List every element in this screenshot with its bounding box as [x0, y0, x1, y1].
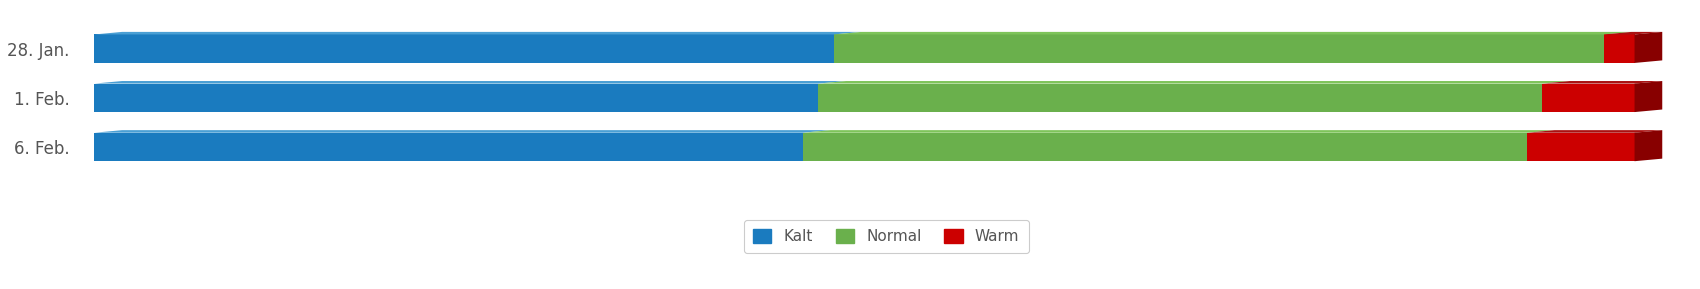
Polygon shape	[1603, 32, 1663, 34]
Polygon shape	[1634, 32, 1663, 63]
Polygon shape	[818, 81, 1569, 84]
Bar	[95, 84, 818, 112]
Polygon shape	[95, 81, 847, 84]
Bar	[95, 133, 802, 161]
Polygon shape	[95, 32, 862, 34]
Polygon shape	[1634, 130, 1663, 161]
Polygon shape	[1634, 81, 1663, 112]
Polygon shape	[1527, 130, 1663, 133]
Polygon shape	[833, 32, 1632, 34]
Bar	[818, 84, 1542, 112]
Bar	[802, 133, 1527, 161]
Bar	[1603, 34, 1634, 63]
Polygon shape	[95, 130, 831, 133]
Legend: Kalt, Normal, Warm: Kalt, Normal, Warm	[743, 220, 1028, 253]
Bar	[833, 34, 1603, 63]
Polygon shape	[802, 130, 1554, 133]
Bar	[95, 34, 833, 63]
Polygon shape	[1542, 81, 1663, 84]
Bar	[1527, 133, 1634, 161]
Bar	[1542, 84, 1634, 112]
